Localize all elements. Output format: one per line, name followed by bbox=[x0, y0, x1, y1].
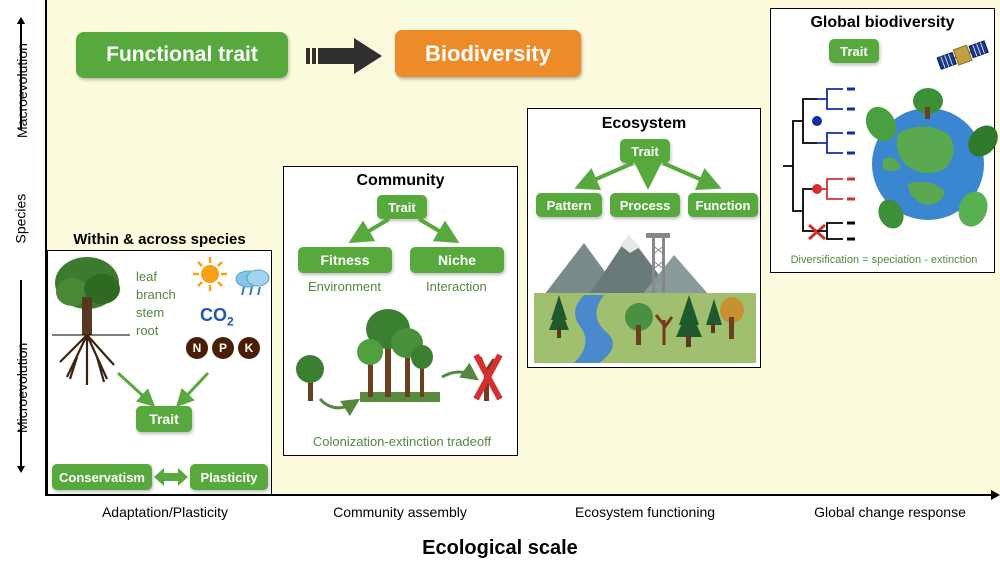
interaction-label: Interaction bbox=[426, 279, 487, 294]
diagram-root: Macroevolution Species Microevolution .y… bbox=[0, 0, 1000, 574]
panel-species: Within & across species leaf branch stem… bbox=[47, 250, 272, 495]
globe-icon bbox=[853, 79, 998, 239]
fitness-box: Fitness bbox=[298, 247, 392, 273]
niche-box: Niche bbox=[410, 247, 504, 273]
function-box: Function bbox=[688, 193, 758, 217]
diversification-eq: Diversification = speciation - extinctio… bbox=[775, 254, 993, 266]
x-axis-title: Ecological scale bbox=[0, 537, 1000, 560]
landscape-icon bbox=[534, 225, 756, 363]
x-tick-3: Global change response bbox=[790, 504, 990, 520]
root-label: root bbox=[136, 323, 158, 338]
x-tick-0: Adaptation/Plasticity bbox=[80, 504, 250, 520]
header-arrow-icon bbox=[306, 36, 384, 74]
panel-ecosystem-title: Ecosystem bbox=[528, 115, 760, 133]
ecosystem-arrows-icon bbox=[558, 161, 738, 191]
y-arrow-top2 bbox=[20, 22, 22, 130]
phylogeny-icon bbox=[777, 71, 859, 241]
panel-community-title: Community bbox=[284, 172, 517, 190]
ecosystem-trait-box: Trait bbox=[620, 139, 670, 163]
global-trait-box: Trait bbox=[829, 39, 879, 63]
conservatism-box: Conservatism bbox=[52, 464, 152, 490]
pattern-box: Pattern bbox=[536, 193, 602, 217]
panel-community: Community Trait Fitness Niche Environmen… bbox=[283, 166, 518, 456]
co2-label: CO2 bbox=[200, 305, 234, 329]
biodiversity-box: Biodiversity bbox=[395, 30, 581, 77]
leaf-label: leaf bbox=[136, 269, 157, 284]
species-trait-box: Trait bbox=[136, 406, 192, 432]
y-label-species: Species bbox=[13, 179, 29, 244]
sun-icon bbox=[193, 257, 227, 291]
nutrient-n: N bbox=[186, 337, 208, 359]
satellite-icon bbox=[936, 35, 990, 77]
process-box: Process bbox=[610, 193, 680, 217]
environment-label: Environment bbox=[308, 279, 381, 294]
panel-species-title: Within & across species bbox=[48, 231, 271, 248]
double-arrow-icon bbox=[154, 465, 188, 489]
nutrient-p: P bbox=[212, 337, 234, 359]
branch-label: branch bbox=[136, 287, 176, 302]
panel-ecosystem: Ecosystem Trait Pattern Process Function bbox=[527, 108, 761, 368]
community-forest-icon bbox=[290, 307, 514, 427]
stem-label: stem bbox=[136, 305, 164, 320]
arrows-to-trait-icon bbox=[108, 371, 218, 409]
community-trait-box: Trait bbox=[377, 195, 427, 219]
panel-global: Global biodiversity Trait bbox=[770, 8, 995, 273]
panel-global-title: Global biodiversity bbox=[771, 14, 994, 32]
functional-trait-box: Functional trait bbox=[76, 32, 288, 78]
nutrient-k: K bbox=[238, 337, 260, 359]
y-axis: Macroevolution Species Microevolution bbox=[0, 0, 40, 480]
x-tick-2: Ecosystem functioning bbox=[555, 504, 735, 520]
y-label-micro: Microevolution bbox=[14, 323, 30, 433]
community-arrows-icon bbox=[334, 217, 474, 245]
tradeoff-label: Colonization-extinction tradeoff bbox=[302, 434, 502, 449]
y-label-macro: Macroevolution bbox=[14, 28, 30, 138]
x-tick-1: Community assembly bbox=[310, 504, 490, 520]
plasticity-box: Plasticity bbox=[190, 464, 268, 490]
cloud-rain-icon bbox=[234, 267, 270, 297]
